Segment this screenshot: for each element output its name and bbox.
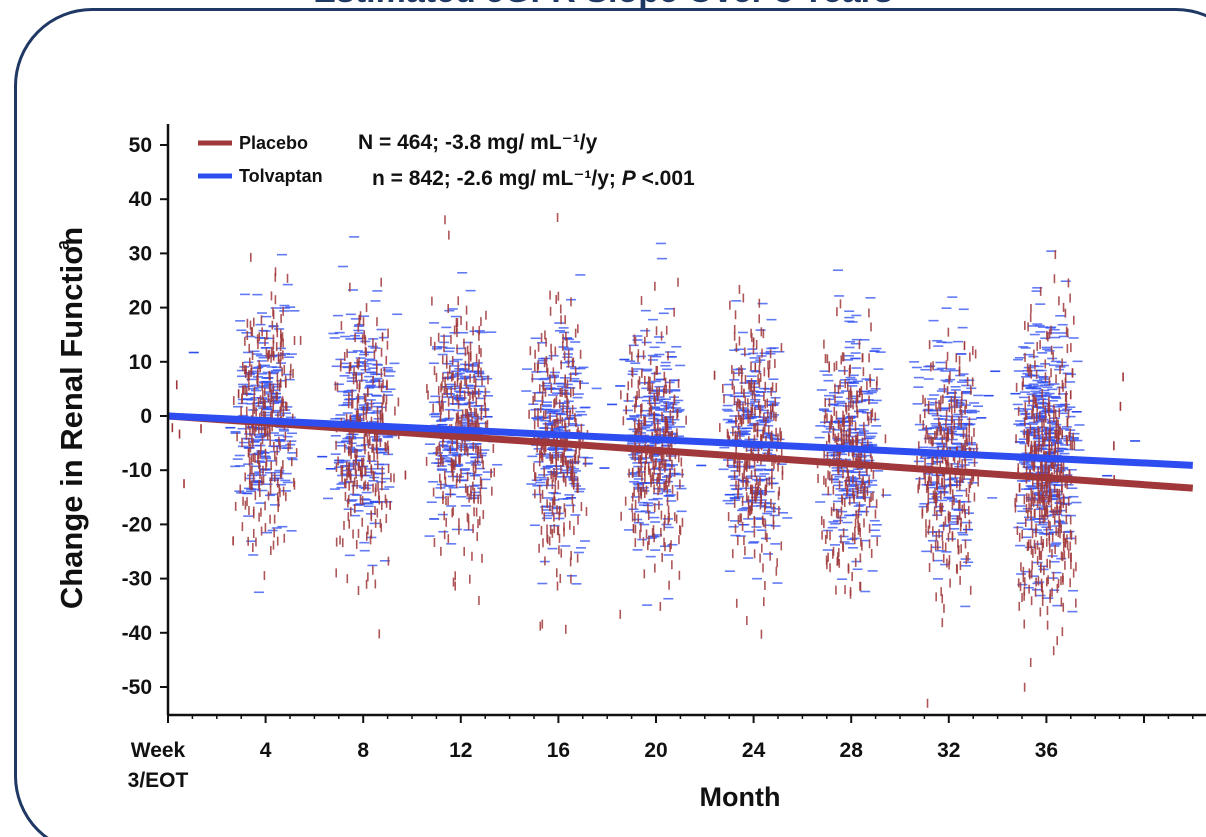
scatter-points-layer [171, 213, 1141, 708]
page-title-fragment: Estimated eGFR Slope Over 3 Years [0, 0, 1206, 11]
